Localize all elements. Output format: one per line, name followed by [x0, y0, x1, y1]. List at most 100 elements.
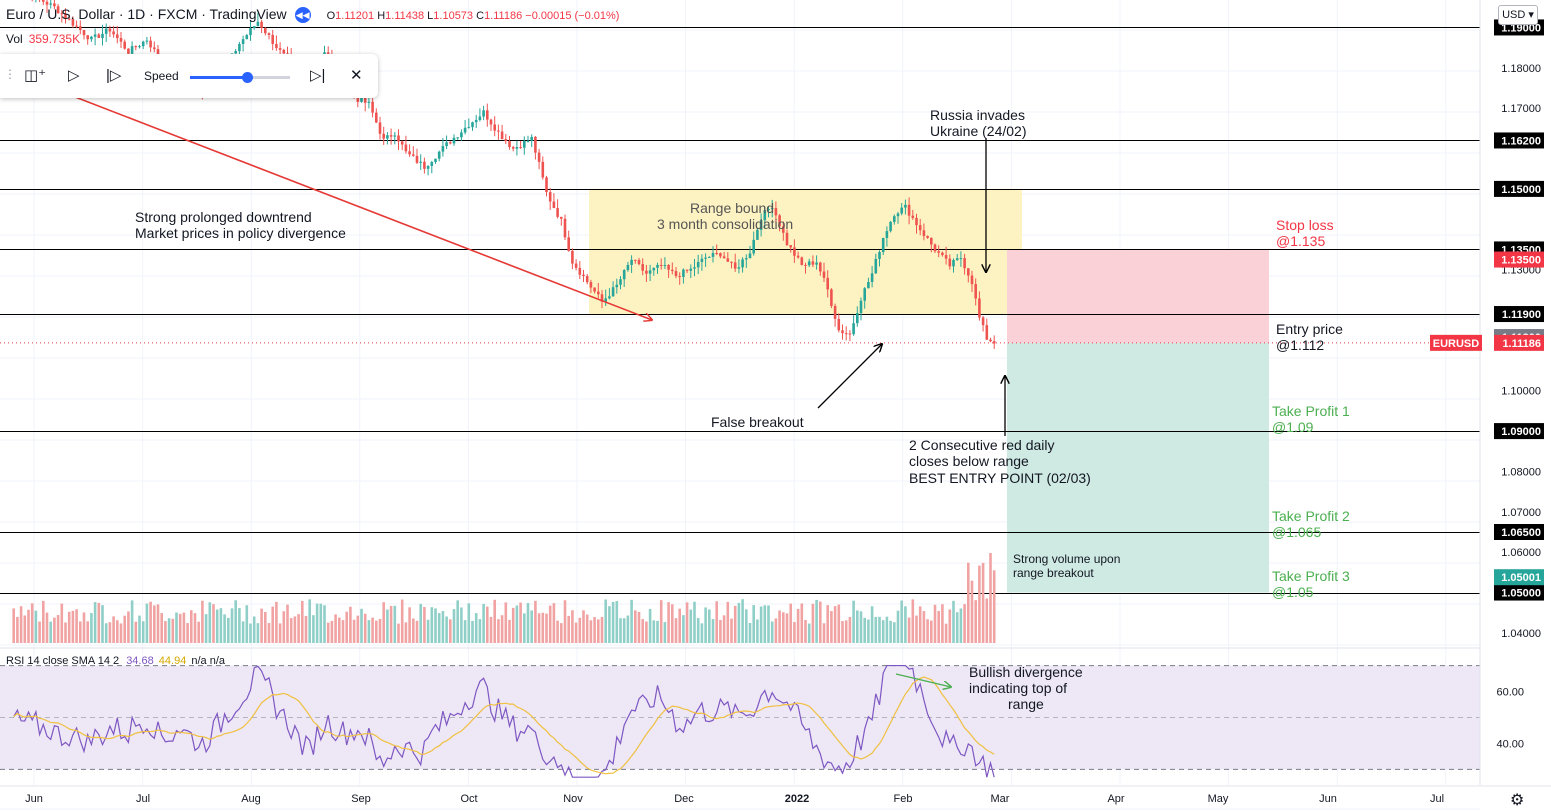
volume-bar [985, 598, 989, 643]
settings-gear-icon[interactable]: ⚙ [1510, 792, 1525, 809]
volume-bar [219, 608, 223, 643]
symbol-title[interactable]: Euro / U.S. Dollar · 1D · FXCM · Trading… [6, 6, 287, 22]
candle-body [537, 152, 541, 162]
range-bound-box [589, 188, 1022, 315]
candle-body [844, 333, 848, 335]
candle-body [915, 217, 918, 226]
play-icon[interactable]: ▷ [68, 67, 80, 84]
volume-bar [175, 612, 178, 643]
speed-slider[interactable] [190, 72, 290, 83]
candle-body [981, 317, 985, 326]
candle-body [804, 264, 807, 266]
candle-body [870, 273, 874, 283]
volume-bar [856, 610, 859, 643]
volume-bar [819, 601, 822, 643]
volume-bar [267, 623, 271, 643]
volume-readout: Vol 359.735K [6, 32, 81, 46]
volume-bar [460, 607, 463, 643]
volume-bar [674, 618, 678, 643]
candle-body [645, 270, 648, 274]
volume-bar [630, 599, 633, 643]
currency-selector[interactable]: USD ▾ [1498, 5, 1538, 25]
volume-bar [534, 600, 537, 643]
price-tick: 1.18000 [1501, 63, 1541, 75]
candle-body [371, 101, 374, 113]
level-price-tag-text: 1.05000 [1501, 588, 1541, 600]
candle-body [785, 232, 789, 246]
bar-select-icon[interactable]: ◫⁺ [24, 67, 47, 84]
annotation-text: @1.05 [1272, 584, 1314, 600]
candle-body [82, 29, 86, 36]
rsi-label[interactable]: RSI 14 close SMA 14 2 [6, 655, 120, 667]
replay-rewind-icon[interactable]: ◀◀ [294, 7, 311, 23]
volume-bar [308, 599, 311, 643]
volume-bar [833, 606, 837, 643]
time-tick: Apr [1107, 793, 1124, 805]
candle-body [500, 131, 504, 140]
volume-bar [415, 620, 419, 643]
candle-body [959, 258, 963, 260]
volume-bar [452, 609, 456, 643]
candle-body [145, 40, 149, 42]
drag-handle-icon[interactable]: ⋮ [4, 67, 16, 81]
volume-bar [770, 621, 774, 643]
candle-body [615, 284, 619, 288]
volume-bar [800, 603, 804, 643]
candle-body [881, 237, 885, 253]
speed-slider-handle[interactable] [242, 72, 253, 83]
candle-body [238, 43, 241, 52]
volume-bar [593, 617, 596, 643]
candle-body [922, 230, 926, 237]
candle-body [360, 97, 363, 102]
volume-bar [560, 623, 563, 643]
candle-body [112, 31, 115, 35]
volume-bar [430, 607, 434, 643]
volume-bar [345, 611, 348, 643]
volume-bar [682, 615, 685, 643]
step-forward-icon[interactable]: |▷ [106, 67, 122, 84]
time-tick: Jun [25, 793, 43, 805]
candle-body [563, 218, 567, 238]
close-icon[interactable]: ✕ [350, 67, 363, 84]
volume-bar [608, 606, 611, 643]
candle-body [56, 6, 60, 14]
volume-bar [326, 622, 330, 643]
stop-loss-zone [1007, 249, 1269, 343]
volume-bar [600, 616, 604, 643]
candle-body [848, 333, 852, 335]
candle-body [278, 48, 282, 50]
candle-body [449, 142, 452, 144]
volume-bar [937, 610, 940, 643]
jump-to-realtime-icon[interactable]: ▷| [310, 67, 326, 84]
annotation-text: @1.065 [1272, 524, 1321, 540]
volume-bar [719, 619, 722, 643]
volume-bar [356, 615, 360, 643]
candle-body [896, 213, 900, 217]
volume-bar [360, 608, 363, 643]
volume-bar [622, 618, 626, 643]
annotation-text: closes below range [909, 453, 1029, 469]
volume-bar [500, 615, 504, 643]
volume-bar [904, 606, 907, 643]
volume-bar [412, 618, 415, 643]
candle-body [641, 264, 644, 271]
candle-body [412, 154, 415, 156]
candle-body [508, 141, 511, 148]
false-breakout-arrow [817, 344, 882, 409]
volume-bar [75, 609, 78, 643]
volume-bar [782, 612, 785, 643]
volume-bar [637, 611, 641, 643]
candle-body [874, 258, 878, 274]
volume-bar [201, 600, 204, 643]
candle-body [404, 144, 408, 152]
price-tick: 1.06000 [1501, 547, 1541, 559]
volume-bar [42, 600, 45, 643]
candle-body [682, 269, 685, 277]
volume-bar [19, 606, 23, 643]
candle-body [970, 275, 974, 285]
candle-body [611, 287, 615, 297]
candle-body [634, 259, 637, 261]
volume-bar [49, 621, 52, 643]
candle-body [556, 207, 559, 217]
